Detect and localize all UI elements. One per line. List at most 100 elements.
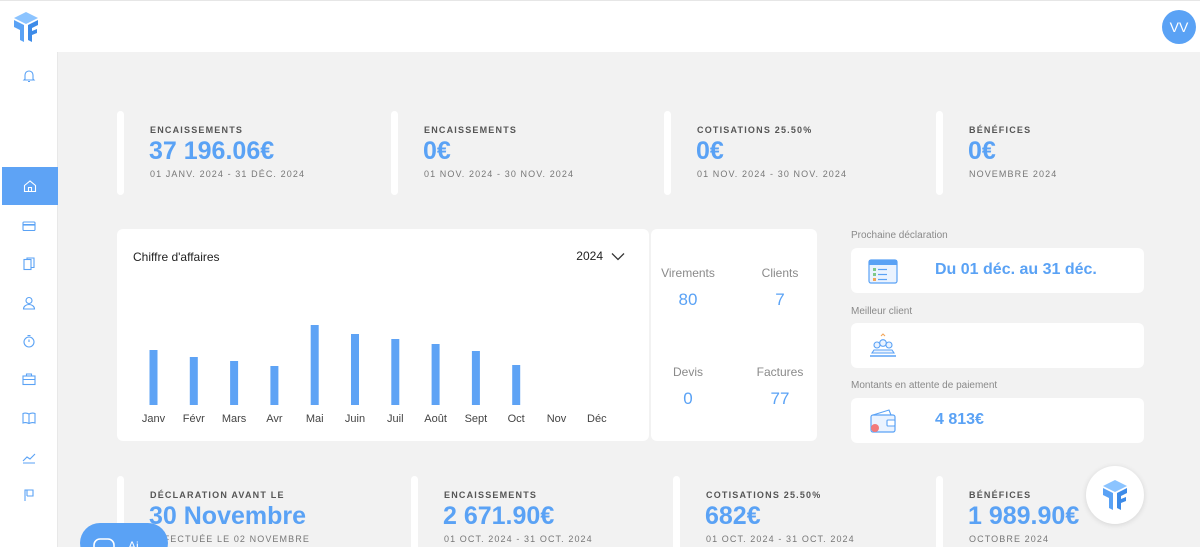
kpi-accent-bar — [664, 111, 671, 195]
ai-chat-button[interactable]: Ai — [80, 523, 168, 547]
sidebar-item-home[interactable] — [2, 167, 58, 205]
bell-icon — [22, 70, 36, 83]
stat-transfers[interactable]: Virements 80 — [648, 266, 728, 310]
sidebar-item-stats[interactable] — [0, 438, 58, 476]
chart-title: Chiffre d'affaires — [133, 250, 220, 264]
kpi-card-contributions-prev-month[interactable]: COTISATIONS 25.50% 682€ 01 OCT. 2024 - 3… — [673, 476, 933, 547]
stat-value: 7 — [775, 290, 785, 309]
stats-card: Virements 80 Clients 7 Devis 0 Factures … — [651, 229, 817, 441]
sidebar-item-timer[interactable] — [0, 322, 58, 360]
kpi-card-revenue-month[interactable]: ENCAISSEMENTS 0€ 01 NOV. 2024 - 30 NOV. … — [391, 111, 661, 195]
kpi-title: BÉNÉFICES — [969, 490, 1032, 500]
kpi-period: EFFECTUÉE LE 02 NOVEMBRE — [150, 534, 310, 544]
ai-chat-label: Ai — [128, 539, 139, 547]
help-fab-button[interactable] — [1086, 466, 1144, 524]
bar-oct[interactable] — [512, 365, 521, 405]
stat-clients[interactable]: Clients 7 — [740, 266, 820, 310]
card-icon — [22, 221, 36, 232]
kpi-title: COTISATIONS 25.50% — [697, 125, 813, 135]
kpi-value: 682€ — [705, 502, 761, 530]
bar-mars[interactable] — [230, 361, 239, 405]
sidebar-item-payments[interactable] — [0, 207, 58, 245]
kpi-card-profits[interactable]: BÉNÉFICES 0€ NOVEMBRE 2024 — [936, 111, 1166, 195]
flag-icon — [24, 489, 34, 501]
bar-mai[interactable] — [310, 325, 319, 405]
x-tick-label: Oct — [508, 413, 525, 425]
stat-invoices[interactable]: Factures 77 — [740, 365, 820, 409]
kpi-card-profits-prev-month[interactable]: BÉNÉFICES 1 989.90€ OCTOBRE 2024 — [936, 476, 1086, 547]
year-select[interactable]: 2024 — [576, 249, 625, 263]
stat-value: 77 — [770, 389, 790, 408]
stat-label: Devis — [672, 365, 703, 379]
timer-icon — [23, 334, 35, 348]
stat-value: 0 — [683, 389, 693, 408]
next-declaration-label: Prochaine déclaration — [851, 230, 948, 241]
bar-juin[interactable] — [351, 334, 359, 405]
logo-icon[interactable] — [12, 10, 40, 44]
documents-icon — [23, 257, 35, 271]
kpi-card-declaration-deadline[interactable]: DÉCLARATION AVANT LE 30 Novembre EFFECTU… — [117, 476, 407, 547]
bar-févr[interactable] — [189, 357, 198, 405]
bar-août[interactable] — [431, 344, 440, 405]
x-tick-label: Févr — [183, 413, 205, 425]
sidebar-item-documents[interactable] — [0, 245, 58, 283]
x-tick-label: Janv — [142, 413, 166, 425]
kpi-accent-bar — [411, 476, 418, 547]
kpi-accent-bar — [936, 111, 943, 195]
bar-avr[interactable] — [270, 366, 279, 405]
x-tick-label: Avr — [266, 413, 283, 425]
kpi-value: 30 Novembre — [149, 502, 307, 530]
sidebar — [0, 52, 58, 547]
briefcase-icon — [22, 373, 36, 386]
kpi-card-contributions[interactable]: COTISATIONS 25.50% 0€ 01 NOV. 2024 - 30 … — [664, 111, 934, 195]
kpi-accent-bar — [936, 476, 943, 547]
sidebar-item-notifications[interactable] — [0, 57, 58, 95]
user-icon — [22, 296, 36, 310]
top-bar: VV — [0, 0, 1200, 52]
pending-payments-box[interactable]: 4 813€ — [851, 398, 1144, 443]
stat-label: Virements — [661, 266, 715, 280]
best-client-label: Meilleur client — [851, 306, 913, 317]
kpi-title: COTISATIONS 25.50% — [706, 490, 822, 500]
pending-payments-label: Montants en attente de paiement — [851, 380, 998, 391]
kpi-period: 01 NOV. 2024 - 30 NOV. 2024 — [697, 169, 848, 179]
x-tick-label: Mai — [306, 413, 324, 425]
kpi-accent-bar — [117, 476, 124, 547]
x-tick-label: Juin — [345, 413, 365, 425]
next-declaration-value: Du 01 déc. au 31 déc. — [935, 261, 1097, 278]
sidebar-item-toolbox[interactable] — [0, 360, 58, 398]
stat-quotes[interactable]: Devis 0 — [648, 365, 728, 409]
kpi-title: ENCAISSEMENTS — [444, 490, 538, 500]
pending-payments-value: 4 813€ — [935, 411, 984, 428]
kpi-accent-bar — [673, 476, 680, 547]
bar-juil[interactable] — [391, 339, 400, 405]
calendar-checklist-icon — [868, 259, 898, 284]
bar-sept[interactable] — [471, 351, 480, 405]
kpi-period: 01 JANV. 2024 - 31 DÉC. 2024 — [150, 169, 306, 179]
kpi-title: ENCAISSEMENTS — [424, 125, 518, 135]
home-icon — [23, 180, 37, 193]
sidebar-item-clients[interactable] — [0, 284, 58, 322]
user-avatar[interactable]: VV — [1162, 10, 1196, 44]
wallet-icon — [870, 409, 896, 433]
kpi-period: NOVEMBRE 2024 — [969, 169, 1058, 179]
kpi-card-revenue-year[interactable]: ENCAISSEMENTS 37 196.06€ 01 JANV. 2024 -… — [117, 111, 387, 195]
sidebar-item-guides[interactable] — [0, 399, 58, 437]
x-tick-label: Déc — [587, 413, 607, 425]
x-tick-label: Août — [424, 413, 447, 425]
year-select-value: 2024 — [576, 249, 603, 263]
sidebar-item-flag[interactable] — [0, 476, 58, 514]
kpi-period: 01 OCT. 2024 - 31 OCT. 2024 — [706, 534, 855, 544]
kpi-title: ENCAISSEMENTS — [150, 125, 244, 135]
stat-value: 80 — [678, 290, 698, 309]
stat-label: Factures — [756, 365, 804, 379]
revenue-bar-chart: Janv Févr Mars Avr Mai Juin Juil Août Sept Oct Nov… — [142, 325, 607, 425]
revenue-chart-card: Janv Févr Mars Avr Mai Juin Juil Août Sept Oct Nov… — [117, 229, 649, 441]
trophy-users-icon — [870, 333, 896, 357]
kpi-card-revenue-prev-month[interactable]: ENCAISSEMENTS 2 671.90€ 01 OCT. 2024 - 3… — [411, 476, 671, 547]
next-declaration-box[interactable]: Du 01 déc. au 31 déc. — [851, 248, 1144, 293]
bar-janv[interactable] — [149, 350, 158, 405]
best-client-box[interactable] — [851, 323, 1144, 368]
logo-icon — [1103, 480, 1127, 510]
chevron-down-icon — [611, 252, 625, 260]
